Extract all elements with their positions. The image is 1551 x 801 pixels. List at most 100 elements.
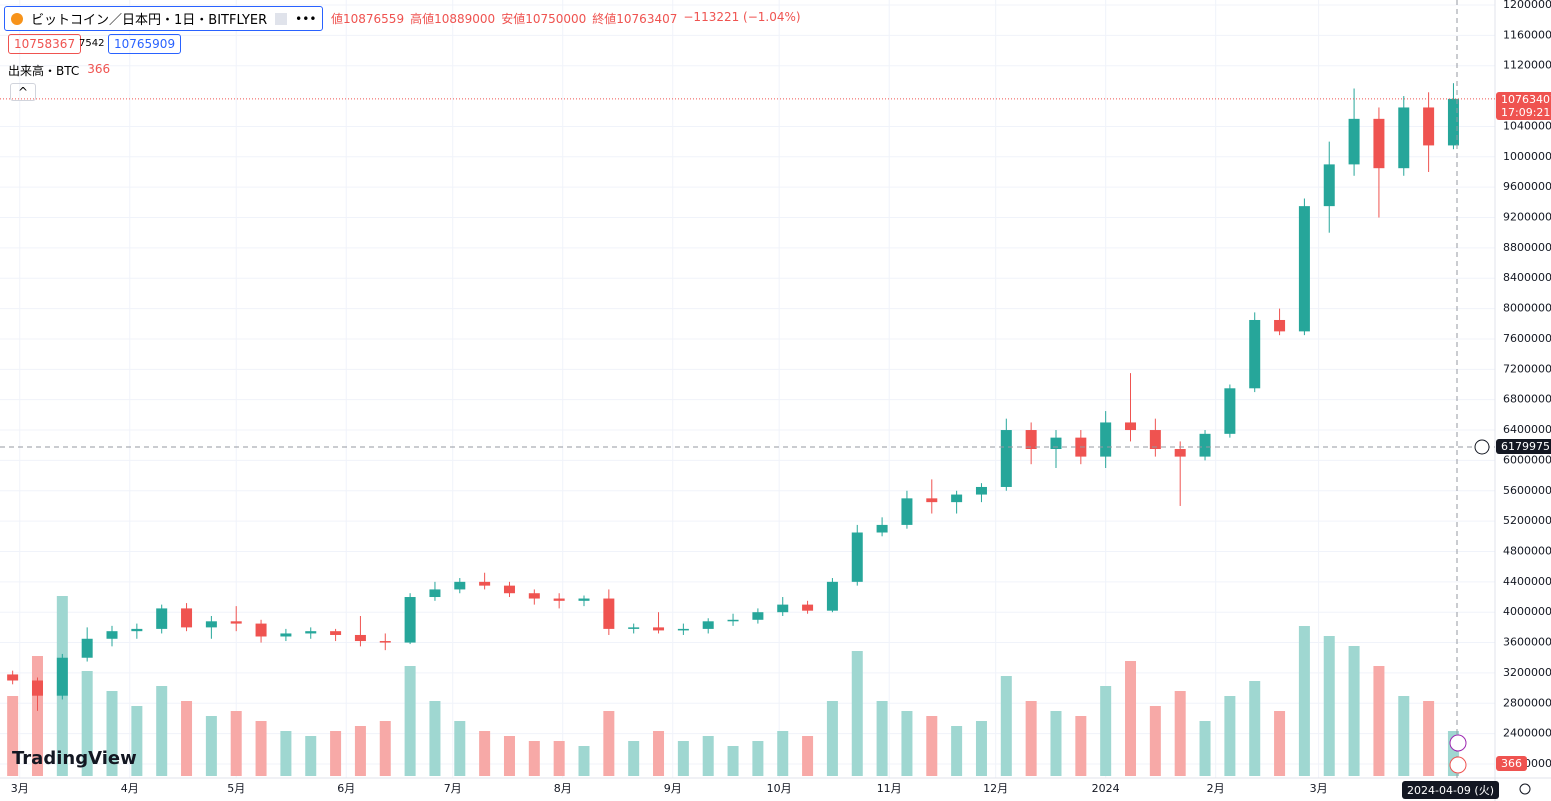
candle-body (205, 621, 217, 628)
candle-body (603, 598, 615, 629)
collapse-button[interactable]: ^ (10, 83, 36, 101)
volume-bar (429, 701, 441, 776)
candle-body (1298, 206, 1310, 332)
candle-body (230, 621, 242, 624)
volume-bar (1447, 731, 1459, 776)
y-tick-label: 4400000 (1503, 575, 1551, 588)
candle-body (1100, 422, 1112, 457)
volume-bar (1423, 701, 1435, 776)
y-tick-label: 7600000 (1503, 332, 1551, 345)
spread: 7542 (79, 38, 105, 49)
y-tick-label: 11200000 (1503, 59, 1551, 72)
x-tick-label: 2月 (1207, 782, 1225, 795)
symbol-box[interactable]: ビットコイン／日本円・1日・BITFLYER ••• (4, 6, 324, 31)
volume-bar (181, 701, 193, 776)
volume-bar (255, 721, 267, 776)
volume-bar (528, 741, 540, 776)
volume-bar (305, 736, 317, 776)
bid-button[interactable]: 10758367 (8, 34, 82, 54)
volume-bar (702, 736, 714, 776)
volume-bar (1050, 711, 1062, 776)
volume-bar (677, 741, 689, 776)
record-icon (1449, 756, 1467, 774)
candle-body (727, 619, 739, 622)
volume-bar (777, 731, 789, 776)
candle-body (553, 598, 565, 601)
candle-body (1423, 107, 1435, 146)
high-label: 高値10889000 (410, 12, 496, 26)
x-tick-label: 10月 (767, 782, 792, 795)
candle-body (926, 498, 938, 503)
volume-bar (205, 716, 217, 776)
volume-bar (578, 746, 590, 776)
x-tick-label: 9月 (664, 782, 682, 795)
y-tick-label: 3200000 (1503, 666, 1551, 679)
volume-bar (603, 711, 615, 776)
y-tick-label: 9600000 (1503, 180, 1551, 193)
y-tick-label: 8400000 (1503, 271, 1551, 284)
volume-bar (280, 731, 292, 776)
volume-bar (1075, 716, 1087, 776)
candle-body (131, 628, 143, 632)
volume-bar (727, 746, 739, 776)
candle-body (1025, 430, 1037, 450)
y-tick-label: 6400000 (1503, 423, 1551, 436)
y-tick-label: 6000000 (1503, 453, 1551, 466)
y-tick-label: 5600000 (1503, 484, 1551, 497)
x-tick-label: 5月 (227, 782, 245, 795)
candle-body (628, 627, 640, 629)
x-tick-label: 11月 (877, 782, 902, 795)
alert-icon (1449, 734, 1467, 752)
candle-body (1348, 118, 1360, 165)
candle-body (1174, 449, 1186, 457)
volume-bar (1149, 706, 1161, 776)
volume-badge: 366 (1496, 756, 1527, 771)
volume-last: 366 (87, 62, 111, 76)
volume-bar (330, 731, 342, 776)
volume-bar (1323, 636, 1335, 776)
y-tick-label: 2800000 (1503, 696, 1551, 709)
y-tick-label: 7200000 (1503, 362, 1551, 375)
countdown: 17:09:21 (1501, 106, 1551, 119)
low-label: 安値10750000 (501, 12, 587, 26)
ask-button[interactable]: 10765909 (108, 34, 182, 54)
candle-body (802, 604, 814, 611)
candle-body (255, 623, 267, 637)
y-tick-label: 4000000 (1503, 605, 1551, 618)
candle-body (851, 532, 863, 582)
volume-bar (354, 726, 366, 776)
candle-body (429, 589, 441, 598)
candle-body (81, 638, 93, 658)
volume-bar (7, 696, 19, 776)
crosshair-price-box: 6179975 (1496, 439, 1551, 454)
y-tick-label: 12000000 (1503, 0, 1551, 11)
y-tick-label: 8000000 (1503, 302, 1551, 315)
volume-bar (31, 656, 43, 776)
volume-bar (1398, 696, 1410, 776)
flag-icon[interactable] (275, 12, 288, 25)
volume-bar (752, 741, 764, 776)
volume-bar (851, 651, 863, 776)
candle-body (1050, 437, 1062, 450)
candle-body (752, 612, 764, 620)
volume-bar (876, 701, 888, 776)
x-tick-label: 6月 (337, 782, 355, 795)
candle-body (578, 598, 590, 601)
candle-body (56, 657, 68, 696)
y-tick-label: 3600000 (1503, 636, 1551, 649)
candle-body (330, 631, 342, 635)
volume-bar (1373, 666, 1385, 776)
volume-bar (503, 736, 515, 776)
volume-bar (1274, 711, 1286, 776)
volume-bar (1000, 676, 1012, 776)
y-tick-label: 4800000 (1503, 544, 1551, 557)
volume-bar (404, 666, 416, 776)
add-button (1474, 439, 1490, 455)
candle-body (1274, 319, 1286, 332)
volume-bar (926, 716, 938, 776)
candle-body (7, 674, 19, 681)
more-button[interactable]: ••• (295, 11, 317, 26)
candle-body (777, 604, 789, 613)
